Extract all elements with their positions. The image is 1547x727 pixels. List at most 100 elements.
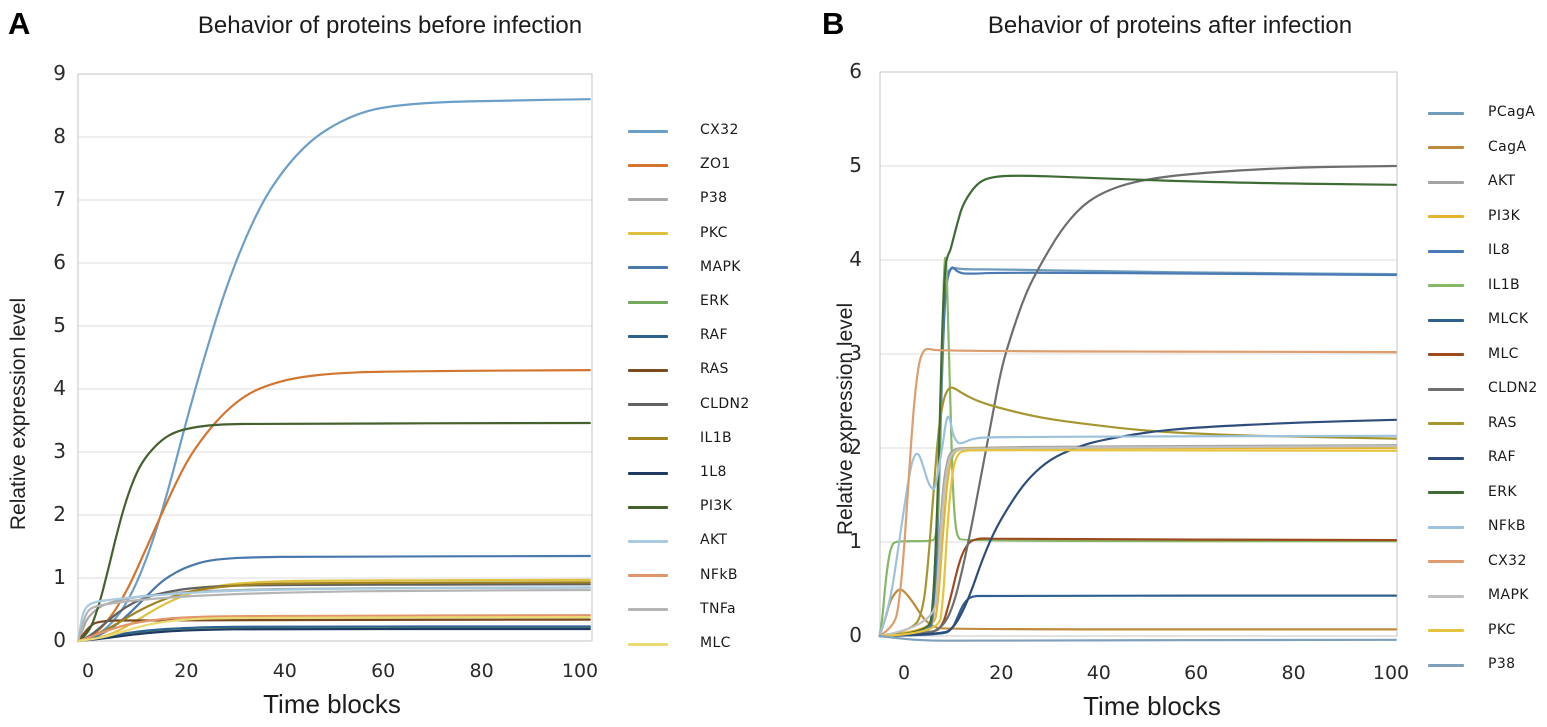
legend-swatch-cldn2 xyxy=(1428,387,1464,391)
y-tick-label: 7 xyxy=(53,187,66,211)
series-zo1-curve xyxy=(77,369,591,643)
series-pkc-curve xyxy=(878,449,1397,638)
panel-a-title: Behavior of proteins before infection xyxy=(197,12,583,39)
legend-label-ras: RAS xyxy=(700,361,729,378)
series-raf-curve xyxy=(878,418,1397,638)
y-tick-label: 9 xyxy=(53,61,66,85)
x-tick-label: 80 xyxy=(1281,662,1306,684)
y-tick-label: 5 xyxy=(849,153,862,177)
legend-label-mapk: MAPK xyxy=(1488,587,1529,603)
legend-label-pi3k: PI3K xyxy=(700,498,733,515)
x-tick-label: 20 xyxy=(174,660,199,682)
legend-label-cx32: CX32 xyxy=(700,122,739,138)
series-mapk-curve xyxy=(878,445,1397,638)
legend-swatch-pi3k xyxy=(628,505,668,509)
legend-swatch-nfkb xyxy=(628,574,668,578)
panel-b-x-axis-title: Time blocks xyxy=(1083,691,1221,721)
series-akt-curve xyxy=(77,586,591,643)
legend-label-pkc: PKC xyxy=(700,224,728,241)
legend-label-il1b: IL1B xyxy=(700,429,733,446)
x-tick-label: 0 xyxy=(81,660,95,682)
x-tick-label: 0 xyxy=(897,662,911,684)
y-tick-label: 6 xyxy=(53,250,66,274)
y-tick-label: 3 xyxy=(53,439,66,463)
legend-label-erk: ERK xyxy=(1488,483,1517,500)
series-nfkb-curve xyxy=(878,415,1397,638)
legend-label-il8: IL8 xyxy=(1488,242,1511,258)
legend-swatch-caga xyxy=(1428,146,1464,149)
legend-swatch-pcaga xyxy=(1428,111,1464,115)
panel-b-y-axis-title: Relative expression level xyxy=(834,302,857,536)
legend-label-akt: AKT xyxy=(700,532,728,549)
series-1l8-curve xyxy=(77,627,591,643)
legend-swatch-erk xyxy=(628,300,668,304)
series-cldn2-curve xyxy=(878,164,1397,638)
legend-swatch-il1b xyxy=(628,437,668,441)
legend-label-pcaga: PCagA xyxy=(1488,104,1536,120)
legend-label-cldn2: CLDN2 xyxy=(1488,380,1538,396)
x-tick-label: 80 xyxy=(469,660,494,682)
x-tick-label: 100 xyxy=(561,660,599,682)
legend-label-pi3k: PI3K xyxy=(1488,207,1521,224)
legend-swatch-1l8 xyxy=(628,471,668,475)
legend-swatch-zo1 xyxy=(628,163,668,167)
legend-swatch-mapk xyxy=(1428,594,1464,598)
legend-label-p38: P38 xyxy=(700,190,728,207)
legend-label-cldn2: CLDN2 xyxy=(700,395,750,412)
legend-swatch-pkc xyxy=(1428,629,1464,632)
legend-label-pkc: PKC xyxy=(1488,621,1516,638)
legend-swatch-mlck xyxy=(1428,318,1464,322)
legend-label-tnfa: TNFa xyxy=(700,600,736,617)
legend-swatch-raf xyxy=(628,334,668,338)
legend-swatch-erk xyxy=(1428,491,1464,494)
legend-label-akt: AKT xyxy=(1488,173,1516,189)
legend-label-mlc: MLC xyxy=(1488,345,1519,362)
x-tick-label: 100 xyxy=(1372,662,1410,684)
legend-swatch-mlc xyxy=(628,642,668,646)
y-tick-label: 1 xyxy=(53,565,66,589)
y-tick-label: 1 xyxy=(849,529,862,553)
legend-swatch-il8 xyxy=(1428,249,1464,253)
legend-swatch-mapk xyxy=(628,266,668,270)
legend-swatch-mlc xyxy=(1428,353,1464,356)
series-p38-curve xyxy=(878,634,1397,642)
series-tnfa-curve xyxy=(77,588,591,643)
plot-border xyxy=(77,73,593,642)
x-tick-label: 60 xyxy=(1184,662,1209,684)
series-mlc-curve xyxy=(77,616,591,643)
legend-label-ras: RAS xyxy=(1488,414,1517,431)
plot-border xyxy=(879,71,1398,637)
legend-swatch-tnfa xyxy=(628,608,668,612)
legend-label-nfkb: NFkB xyxy=(700,566,738,583)
series-cx32-curve xyxy=(77,98,591,643)
x-tick-label: 40 xyxy=(272,660,297,682)
y-tick-label: 3 xyxy=(849,341,862,365)
y-tick-label: 2 xyxy=(849,435,862,459)
legend-swatch-nfkb xyxy=(1428,525,1464,529)
legend-label-nfkb: NFkB xyxy=(1488,518,1526,534)
series-nfkb-curve xyxy=(77,614,591,643)
legend-swatch-pi3k xyxy=(1428,215,1464,218)
y-tick-label: 4 xyxy=(53,376,66,400)
legend-label-raf: RAF xyxy=(1488,449,1516,465)
legend-swatch-cldn2 xyxy=(628,403,668,407)
panel-a-letter: A xyxy=(8,6,31,41)
legend-label-mlc: MLC xyxy=(700,635,731,651)
legend-label-raf: RAF xyxy=(700,327,728,344)
y-tick-label: 4 xyxy=(849,247,862,271)
panel-b-letter: B xyxy=(822,6,845,41)
legend-label-erk: ERK xyxy=(700,293,729,309)
panel-b-title: Behavior of proteins after infection xyxy=(987,12,1353,39)
series-pi3k-curve xyxy=(77,421,591,643)
legend-swatch-ras xyxy=(628,368,668,372)
y-tick-label: 2 xyxy=(53,502,66,526)
legend-label-1l8: 1L8 xyxy=(700,464,727,480)
x-tick-label: 20 xyxy=(989,662,1014,684)
legend-swatch-cx32 xyxy=(628,129,668,133)
y-tick-label: 6 xyxy=(849,59,862,83)
legend-label-p38: P38 xyxy=(1488,656,1516,672)
legend-swatch-akt xyxy=(1428,180,1464,184)
legend-swatch-raf xyxy=(1428,456,1464,460)
